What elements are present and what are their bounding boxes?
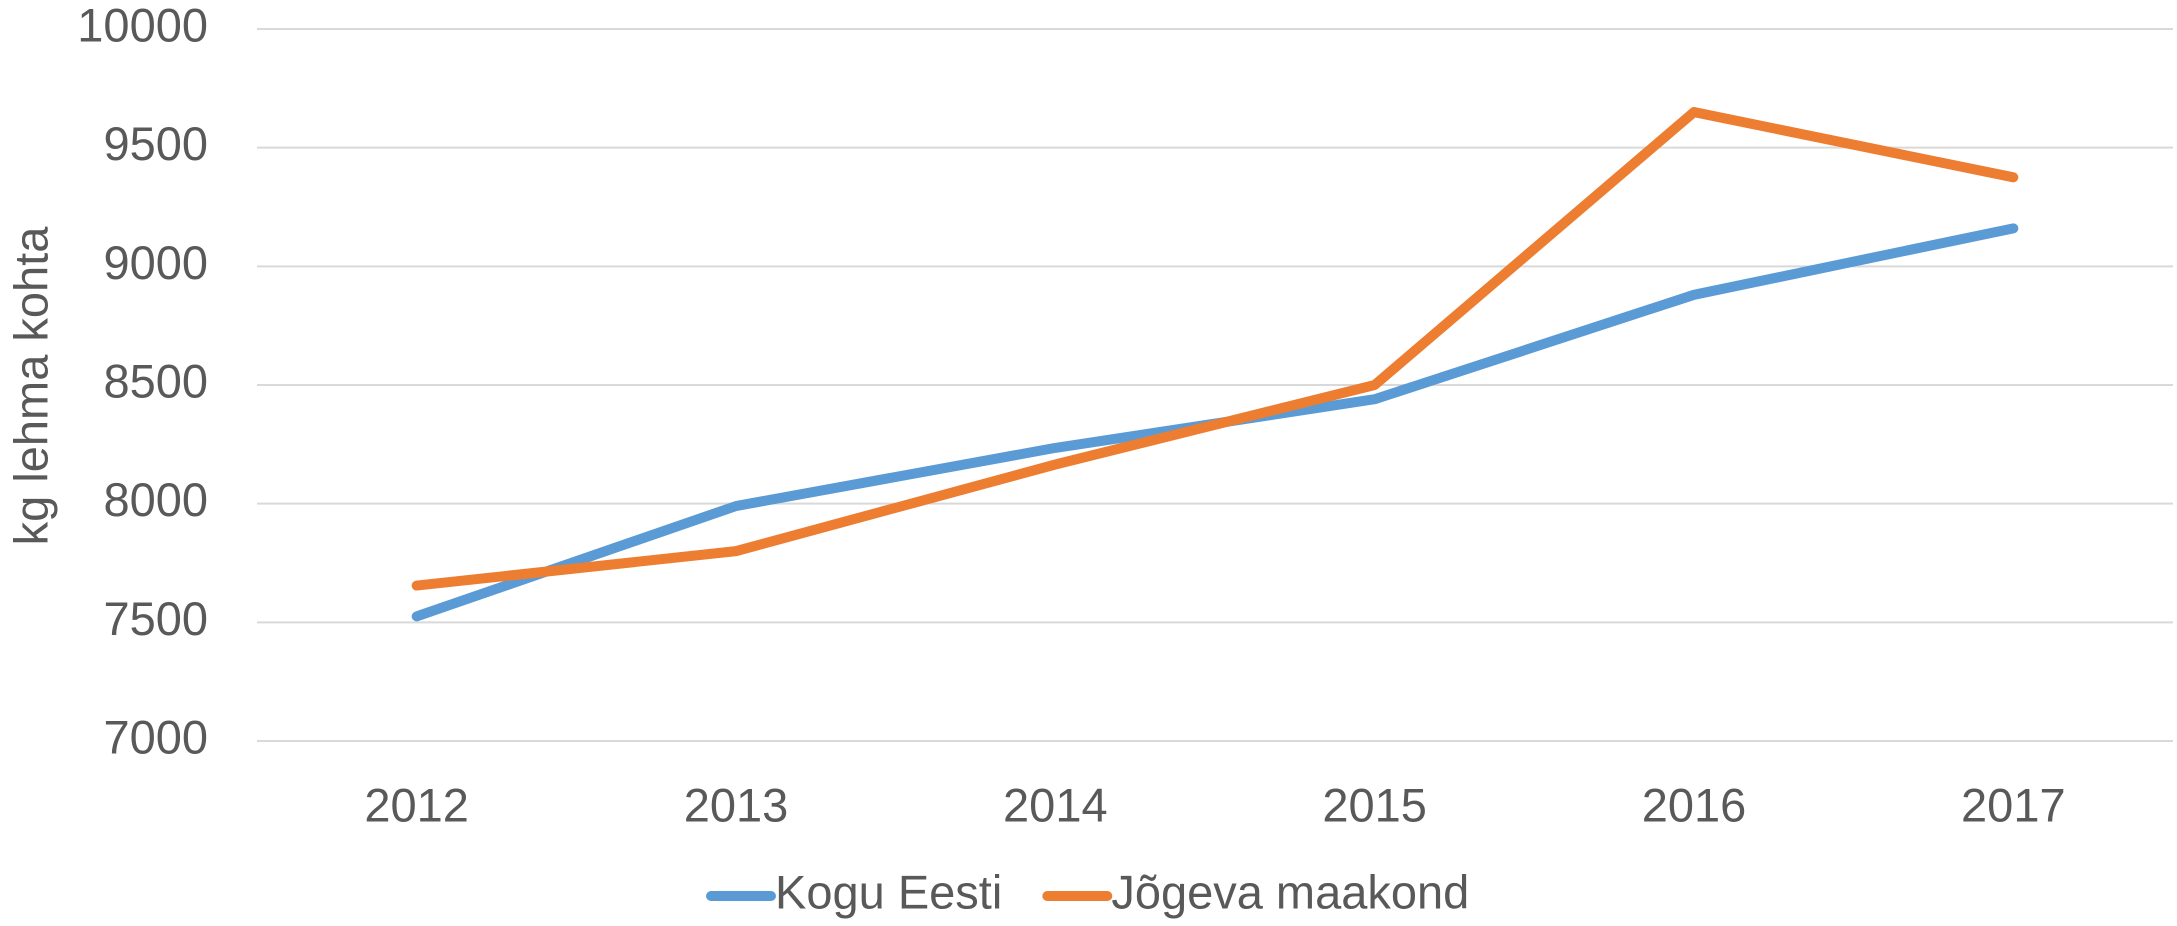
legend-label: Jõgeva maakond <box>1111 865 1469 918</box>
y-tick-label: 9000 <box>103 236 208 289</box>
x-tick-label: 2017 <box>1961 778 2066 831</box>
y-tick-label: 9500 <box>103 117 208 170</box>
x-tick-label: 2015 <box>1322 778 1427 831</box>
y-tick-label: 7500 <box>103 592 208 645</box>
y-tick-label: 10000 <box>77 0 208 51</box>
y-tick-label: 8000 <box>103 473 208 526</box>
x-tick-label: 2012 <box>364 778 469 831</box>
series-line <box>411 107 2019 591</box>
legend-label: Kogu Eesti <box>775 865 1002 918</box>
y-axis-label: kg lehma kohta <box>4 226 57 546</box>
y-tick-label: 7000 <box>103 710 208 763</box>
x-tick-label: 2016 <box>1642 778 1747 831</box>
x-tick-label: 2013 <box>684 778 789 831</box>
y-tick-label: 8500 <box>103 354 208 407</box>
x-tick-label: 2014 <box>1003 778 1108 831</box>
